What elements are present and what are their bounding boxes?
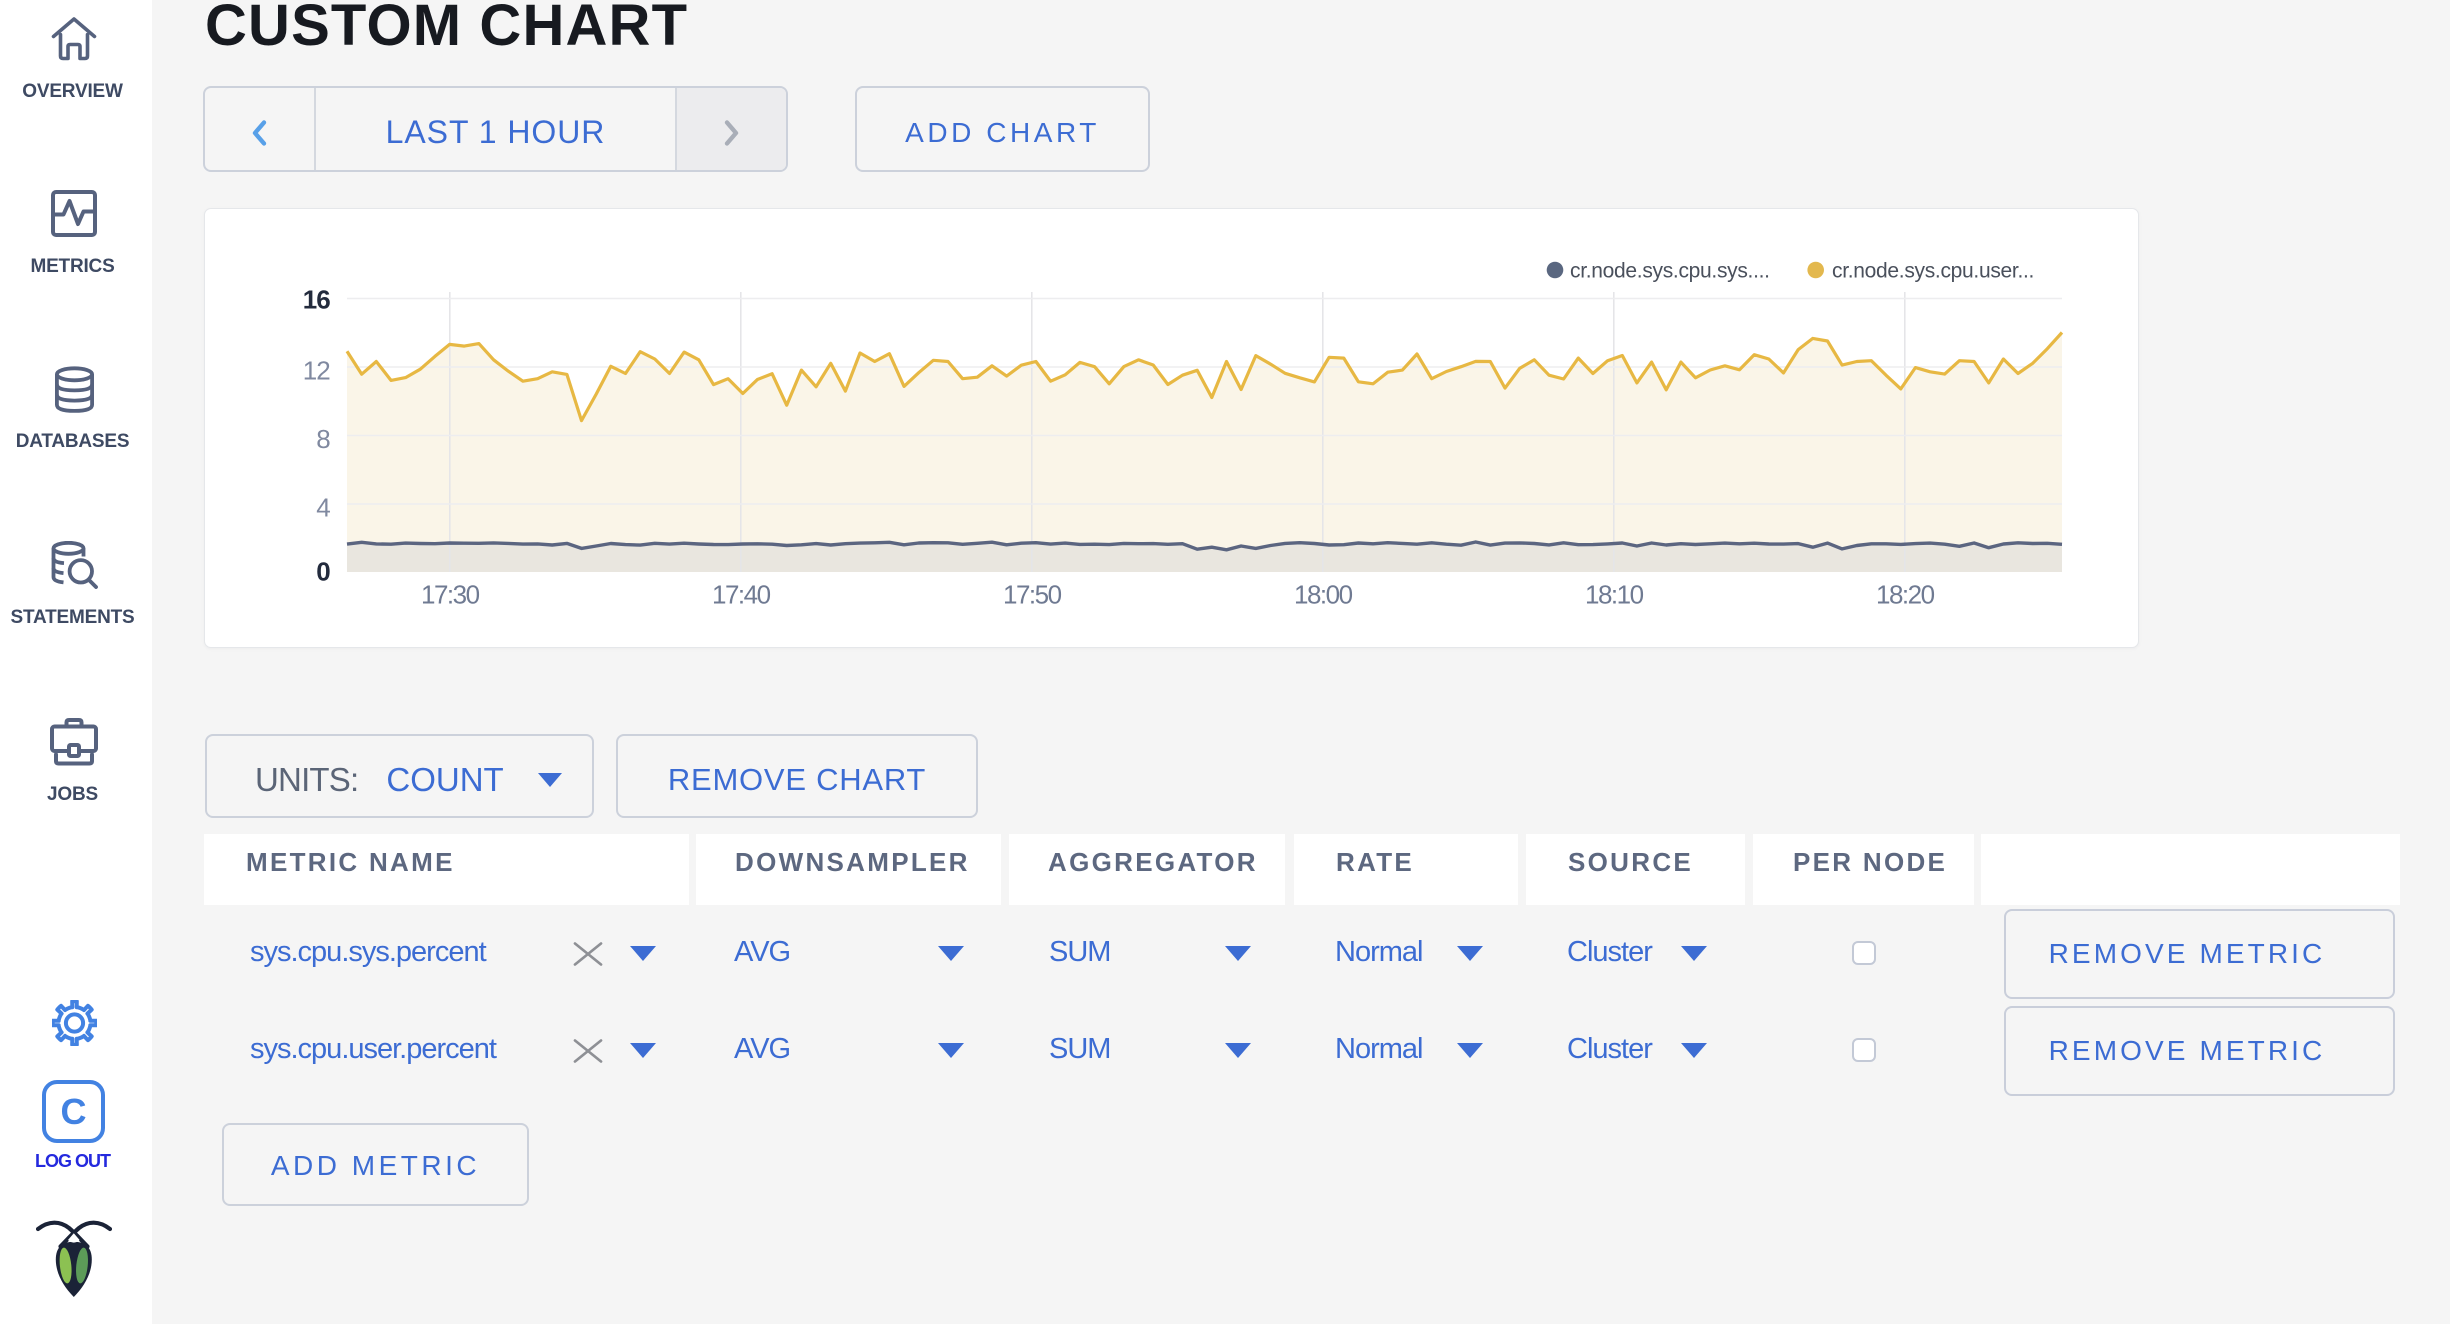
svg-text:18:10: 18:10: [1585, 580, 1644, 610]
svg-text:cr.node.sys.cpu.sys....: cr.node.sys.cpu.sys....: [1570, 260, 1770, 283]
svg-text:18:20: 18:20: [1876, 580, 1935, 610]
svg-text:8: 8: [316, 424, 330, 454]
svg-text:17:30: 17:30: [421, 580, 480, 610]
svg-text:16: 16: [303, 285, 330, 315]
svg-text:12: 12: [303, 356, 330, 386]
svg-text:17:50: 17:50: [1003, 580, 1062, 610]
svg-text:cr.node.sys.cpu.user...: cr.node.sys.cpu.user...: [1832, 260, 2034, 283]
svg-text:18:00: 18:00: [1294, 580, 1353, 610]
svg-text:17:40: 17:40: [712, 580, 771, 610]
svg-text:0: 0: [316, 557, 330, 587]
svg-text:4: 4: [316, 493, 330, 523]
